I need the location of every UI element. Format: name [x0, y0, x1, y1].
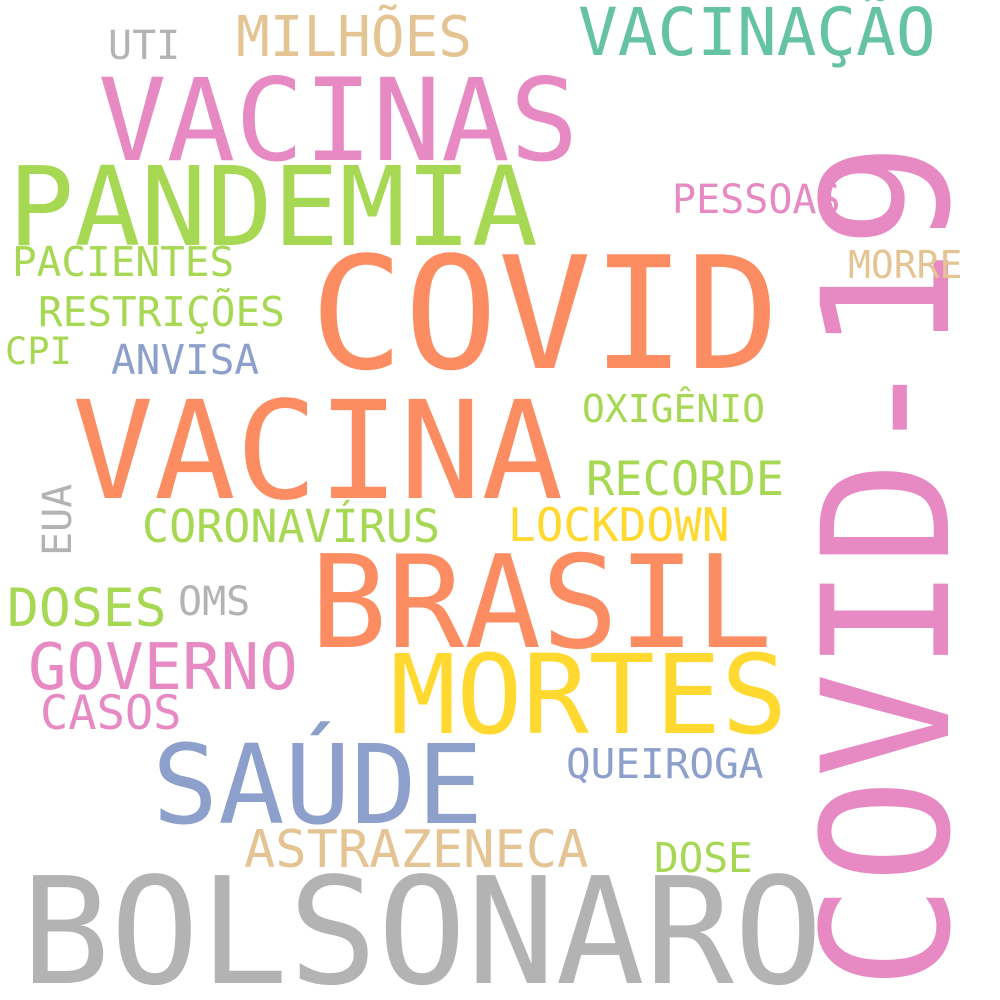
word-milhoes: MILHÕES [236, 5, 473, 70]
word-anvisa: ANVISA [111, 336, 260, 384]
word-pessoas: PESSOAS [672, 177, 841, 223]
word-pacientes: PACIENTES [12, 238, 235, 286]
word-dose: DOSE [654, 834, 753, 882]
word-vacina: VACINA [72, 373, 564, 531]
word-casos: CASOS [40, 686, 182, 741]
word-cpi: CPI [5, 330, 72, 373]
word-astrazeneca: ASTRAZENECA [244, 820, 589, 880]
word-recorde: RECORDE [586, 452, 785, 507]
word-vacinacao: VACINAÇÃO [578, 0, 936, 71]
word-doses: DOSES [7, 578, 167, 639]
word-bolsonaro: BOLSONARO [21, 846, 823, 1000]
word-restricoes: RESTRIÇÕES [38, 288, 285, 336]
word-covid: COVID [310, 223, 780, 405]
word-morre: MORRE [848, 243, 963, 287]
word-lockdown: LOCKDOWN [508, 498, 730, 552]
word-brasil: BRASIL [310, 529, 773, 678]
word-governo: GOVERNO [28, 631, 298, 705]
word-queiroga: QUEIROGA [566, 740, 764, 788]
word-uti: UTI [108, 23, 181, 69]
word-oms: OMS [178, 579, 251, 625]
word-mortes: MORTES [390, 631, 788, 759]
word-oxigenio: OXIGÊNIO [582, 387, 766, 431]
word-pandemia: PANDEMIA [8, 143, 538, 271]
word-saude: SAÚDE [152, 721, 484, 849]
word-coronavirus: CORONAVÍRUS [142, 500, 441, 553]
word-vacinas: VACINAS [98, 54, 579, 187]
